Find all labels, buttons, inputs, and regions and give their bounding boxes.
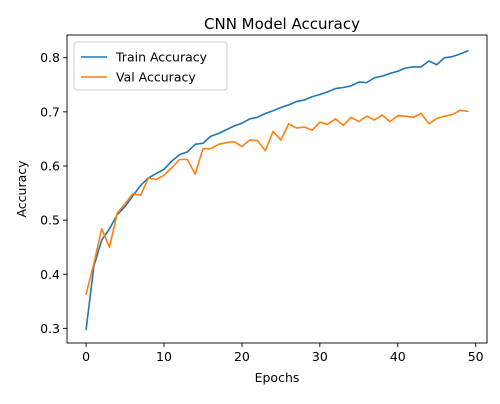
x-tick-label: 20 <box>234 349 250 364</box>
y-tick-label: 0.4 <box>40 267 60 282</box>
y-tick-label: 0.7 <box>40 104 60 119</box>
x-axis-label: Epochs <box>255 370 300 385</box>
y-tick-label: 0.8 <box>40 50 60 65</box>
legend: Train Accuracy Val Accuracy <box>74 42 227 90</box>
x-tick-label: 50 <box>468 349 484 364</box>
legend-label-train-accuracy: Train Accuracy <box>115 50 208 65</box>
chart-title: CNN Model Accuracy <box>204 15 360 33</box>
x-tick-label: 30 <box>312 349 328 364</box>
y-tick-label: 0.6 <box>40 158 60 173</box>
y-axis-label: Accuracy <box>14 160 29 218</box>
y-tick-label: 0.5 <box>40 213 60 228</box>
x-tick-label: 10 <box>156 349 172 364</box>
y-tick-label: 0.3 <box>40 321 60 336</box>
x-tick-label: 40 <box>390 349 406 364</box>
legend-label-val-accuracy: Val Accuracy <box>116 70 196 85</box>
x-tick-label: 0 <box>82 349 90 364</box>
